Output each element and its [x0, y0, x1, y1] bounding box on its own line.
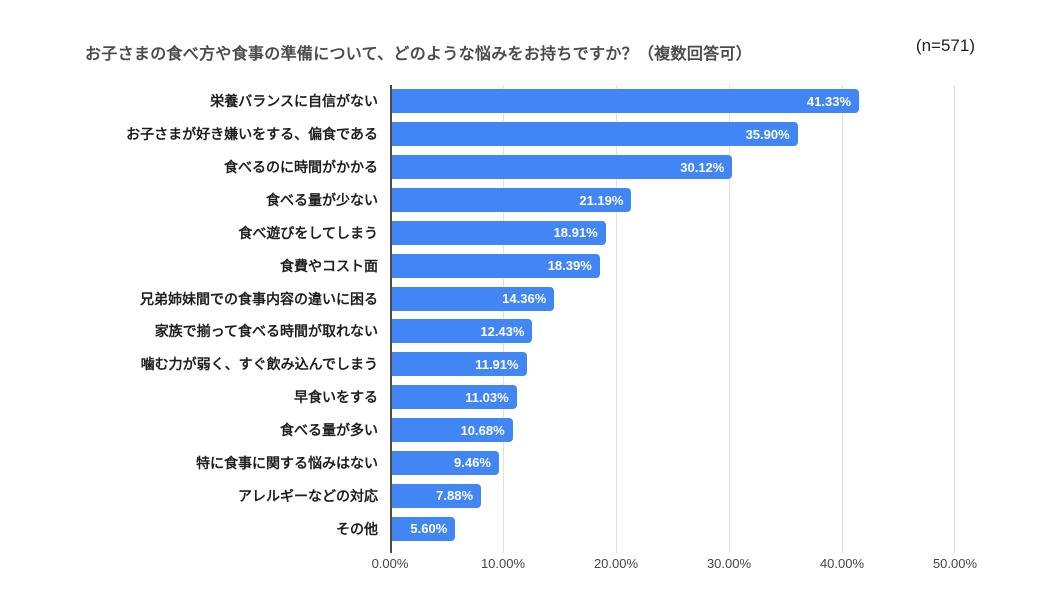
bar-track: 18.91%: [390, 220, 955, 245]
chart-row: アレルギーなどの対応 7.88%: [85, 479, 955, 512]
bar-value-label: 11.91%: [475, 356, 519, 372]
bar-rows: 栄養バランスに自信がない 41.33% お子さまが好き嫌いをする、偏食である 3…: [85, 85, 955, 545]
bar-value-label: 5.60%: [410, 521, 448, 537]
bar: 7.88%: [392, 483, 482, 508]
bar: 5.60%: [392, 516, 456, 541]
x-axis-tick-label: 20.00%: [593, 556, 639, 571]
x-axis-tick-label: 50.00%: [932, 556, 978, 571]
bar: 12.43%: [392, 319, 533, 344]
bar-value-label: 12.43%: [480, 323, 525, 339]
category-label: アレルギーなどの対応: [238, 487, 378, 504]
bar-value-label: 14.36%: [502, 291, 547, 307]
bar: 18.91%: [392, 220, 606, 245]
chart-row: 食べる量が多い 10.68%: [85, 414, 955, 447]
bar-value-label: 18.91%: [553, 225, 598, 241]
bar: 30.12%: [392, 155, 733, 180]
sample-size-label: (n=571): [915, 36, 975, 55]
bar-track: 10.68%: [390, 418, 955, 443]
chart-row: 食費やコスト面 18.39%: [85, 249, 955, 282]
category-label: 食べ遊びをしてしまう: [238, 224, 378, 241]
bar: 21.19%: [392, 188, 632, 212]
horizontal-bar-chart: 栄養バランスに自信がない 41.33% お子さまが好き嫌いをする、偏食である 3…: [85, 85, 955, 553]
chart-row: 早食いをする 11.03%: [85, 381, 955, 414]
bar-track: 11.03%: [390, 385, 955, 410]
category-label: 食費やコスト面: [280, 257, 378, 274]
x-axis-tick-label: 30.00%: [706, 556, 752, 571]
chart-header: お子さまの食べ方や食事の準備について、どのような悩みをお持ちですか？（複数回答可…: [85, 36, 975, 64]
plot-grid: [390, 85, 955, 553]
bar-value-label: 18.39%: [547, 258, 592, 274]
bar-track: 9.46%: [390, 450, 955, 475]
vertical-gridline: [502, 85, 504, 553]
x-axis: 0.00% 10.00% 20.00% 30.00% 40.00% 50.00%: [372, 556, 977, 576]
category-label: 特に食事に関する悩みはない: [196, 454, 378, 471]
bar-value-label: 7.88%: [436, 488, 474, 504]
bar: 11.03%: [392, 385, 517, 410]
vertical-gridline: [841, 85, 843, 553]
category-label: 兄弟姉妹間での食事内容の違いに困る: [140, 290, 378, 307]
bar-value-label: 41.33%: [806, 93, 852, 109]
vertical-gridline: [954, 85, 955, 553]
bar-track: 7.88%: [390, 483, 955, 508]
category-label: その他: [336, 520, 378, 537]
category-label: 栄養バランスに自信がない: [210, 93, 378, 110]
bar-track: 18.39%: [390, 253, 955, 278]
chart-row: 食べるのに時間がかかる 30.12%: [85, 151, 955, 184]
bar: 41.33%: [392, 89, 860, 114]
bar: 35.90%: [392, 122, 798, 147]
chart-row: 特に食事に関する悩みはない 9.46%: [85, 446, 955, 479]
category-label: 食べるのに時間がかかる: [224, 159, 378, 176]
bar-track: 14.36%: [390, 286, 955, 311]
x-axis-tick-label: 40.00%: [819, 556, 865, 571]
x-axis-tick-label: 10.00%: [480, 556, 526, 571]
bar-value-label: 21.19%: [579, 192, 624, 208]
chart-row: お子さまが好き嫌いをする、偏食である 35.90%: [85, 118, 955, 151]
bar-value-label: 9.46%: [454, 455, 491, 471]
x-axis-tick-label: 0.00%: [371, 556, 409, 571]
category-label: 食べる量が少ない: [266, 192, 378, 208]
bar: 11.91%: [392, 352, 527, 377]
bar: 9.46%: [392, 450, 499, 475]
chart-row: 食べ遊びをしてしまう 18.91%: [85, 216, 955, 249]
bar-track: 41.33%: [390, 89, 955, 114]
bar: 10.68%: [392, 418, 513, 443]
bar: 18.39%: [392, 253, 600, 278]
bar-track: 30.12%: [390, 155, 955, 180]
chart-row: 栄養バランスに自信がない 41.33%: [85, 85, 955, 118]
category-label: 食べる量が多い: [280, 422, 378, 439]
chart-title: お子さまの食べ方や食事の準備について、どのような悩みをお持ちですか？（複数回答可…: [85, 46, 753, 63]
chart-row: 食べる量が少ない 21.19%: [85, 184, 955, 217]
chart-row: 兄弟姉妹間での食事内容の違いに困る 14.36%: [85, 282, 955, 315]
bar-track: 12.43%: [390, 319, 955, 344]
category-label: 噛む力が弱く、すぐ飲み込んでしまう: [140, 356, 378, 373]
bar: 14.36%: [392, 286, 555, 311]
vertical-gridline: [615, 85, 617, 553]
bar-value-label: 35.90%: [745, 126, 790, 142]
bar-value-label: 30.12%: [680, 159, 725, 175]
category-label: 早食いをする: [294, 389, 378, 406]
y-axis-line: [390, 85, 392, 553]
bar-value-label: 10.68%: [460, 422, 505, 438]
bar-value-label: 11.03%: [465, 389, 509, 405]
bar-track: 11.91%: [390, 352, 955, 377]
category-label: お子さまが好き嫌いをする、偏食である: [126, 126, 378, 143]
bar-track: 21.19%: [390, 188, 955, 212]
chart-row: 家族で揃って食べる時間が取れない 12.43%: [85, 315, 955, 348]
vertical-gridline: [728, 85, 730, 553]
chart-row: その他 5.60%: [85, 512, 955, 545]
bar-track: 35.90%: [390, 122, 955, 147]
category-label: 家族で揃って食べる時間が取れない: [154, 323, 378, 340]
bar-track: 5.60%: [390, 516, 955, 541]
chart-row: 噛む力が弱く、すぐ飲み込んでしまう 11.91%: [85, 348, 955, 381]
